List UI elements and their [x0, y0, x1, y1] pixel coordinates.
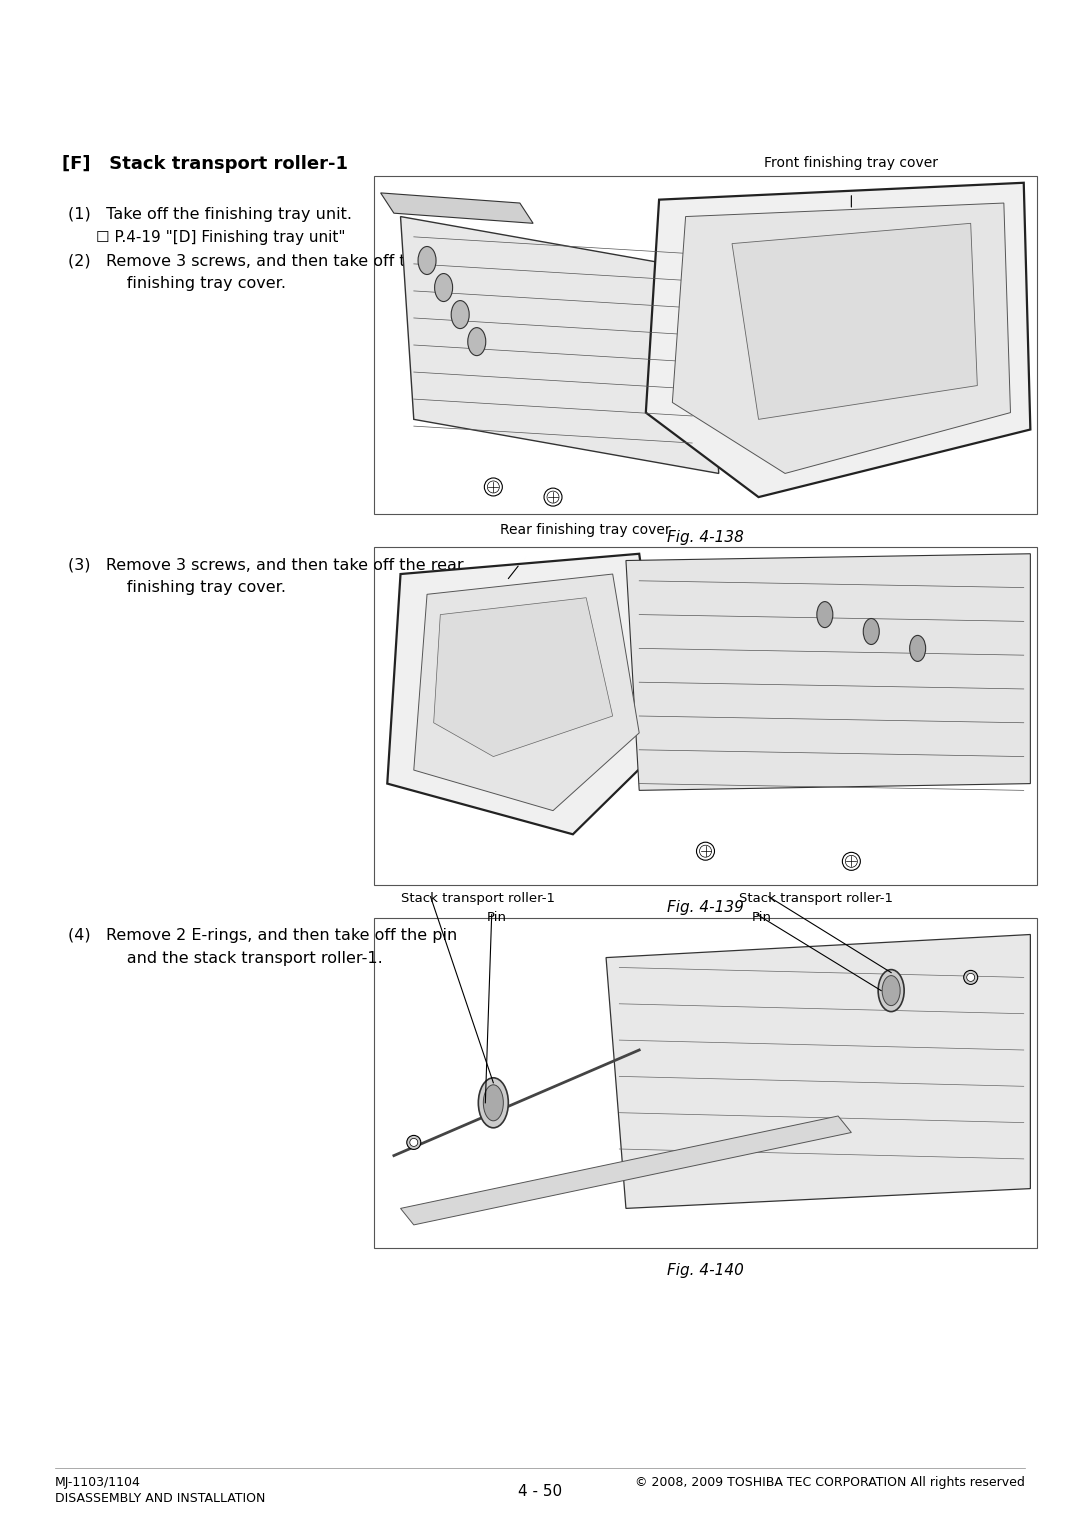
Circle shape [846, 855, 858, 867]
Polygon shape [401, 1116, 851, 1225]
Text: Rear finishing tray cover: Rear finishing tray cover [500, 524, 671, 538]
Text: 4 - 50: 4 - 50 [518, 1484, 562, 1500]
Text: [F]   Stack transport roller-1: [F] Stack transport roller-1 [62, 156, 348, 173]
Circle shape [544, 489, 562, 505]
Text: finishing tray cover.: finishing tray cover. [96, 276, 286, 292]
Polygon shape [606, 935, 1030, 1208]
Circle shape [409, 1139, 418, 1147]
Circle shape [700, 846, 712, 857]
Circle shape [967, 973, 975, 982]
Circle shape [697, 843, 715, 860]
Text: Pin: Pin [487, 912, 507, 924]
Ellipse shape [434, 273, 453, 301]
Polygon shape [414, 574, 639, 811]
Ellipse shape [909, 635, 926, 661]
Text: DISASSEMBLY AND INSTALLATION: DISASSEMBLY AND INSTALLATION [55, 1492, 266, 1506]
Ellipse shape [882, 976, 900, 1006]
Text: Stack transport roller-1: Stack transport roller-1 [401, 892, 554, 904]
Circle shape [484, 478, 502, 496]
Bar [374, 176, 1037, 515]
Polygon shape [626, 554, 1030, 791]
Text: Pin: Pin [752, 912, 772, 924]
Polygon shape [434, 597, 612, 756]
Polygon shape [732, 223, 977, 420]
Text: MJ-1103/1104: MJ-1103/1104 [55, 1477, 140, 1489]
Text: (4)   Remove 2 E-rings, and then take off the pin: (4) Remove 2 E-rings, and then take off … [68, 928, 457, 944]
Circle shape [963, 970, 977, 985]
Circle shape [407, 1136, 421, 1150]
Text: Fig. 4-139: Fig. 4-139 [667, 899, 744, 915]
Text: (1)   Take off the finishing tray unit.: (1) Take off the finishing tray unit. [68, 208, 352, 221]
Text: ☐ P.4-19 "[D] Finishing tray unit": ☐ P.4-19 "[D] Finishing tray unit" [96, 231, 346, 244]
Circle shape [842, 852, 861, 870]
Polygon shape [673, 203, 1011, 473]
Ellipse shape [418, 246, 436, 275]
Text: Front finishing tray cover: Front finishing tray cover [765, 156, 939, 169]
Text: Stack transport roller-1: Stack transport roller-1 [739, 892, 893, 904]
Ellipse shape [863, 618, 879, 644]
Text: (3)   Remove 3 screws, and then take off the rear: (3) Remove 3 screws, and then take off t… [68, 557, 463, 573]
Ellipse shape [484, 1084, 503, 1121]
Ellipse shape [816, 602, 833, 628]
Polygon shape [401, 217, 719, 473]
Ellipse shape [478, 1078, 509, 1128]
Ellipse shape [451, 301, 469, 328]
Polygon shape [646, 183, 1030, 498]
Circle shape [546, 492, 559, 502]
Text: © 2008, 2009 TOSHIBA TEC CORPORATION All rights reserved: © 2008, 2009 TOSHIBA TEC CORPORATION All… [635, 1477, 1025, 1489]
Circle shape [487, 481, 499, 493]
Polygon shape [380, 192, 534, 223]
Text: (2)   Remove 3 screws, and then take off the front: (2) Remove 3 screws, and then take off t… [68, 253, 469, 269]
Text: and the stack transport roller-1.: and the stack transport roller-1. [96, 951, 382, 967]
Ellipse shape [468, 328, 486, 356]
Text: Fig. 4-140: Fig. 4-140 [667, 1263, 744, 1278]
Bar [374, 918, 1037, 1248]
Text: Fig. 4-138: Fig. 4-138 [667, 530, 744, 545]
Text: finishing tray cover.: finishing tray cover. [96, 580, 286, 596]
Ellipse shape [878, 970, 904, 1011]
Polygon shape [388, 554, 665, 834]
Bar [374, 547, 1037, 886]
